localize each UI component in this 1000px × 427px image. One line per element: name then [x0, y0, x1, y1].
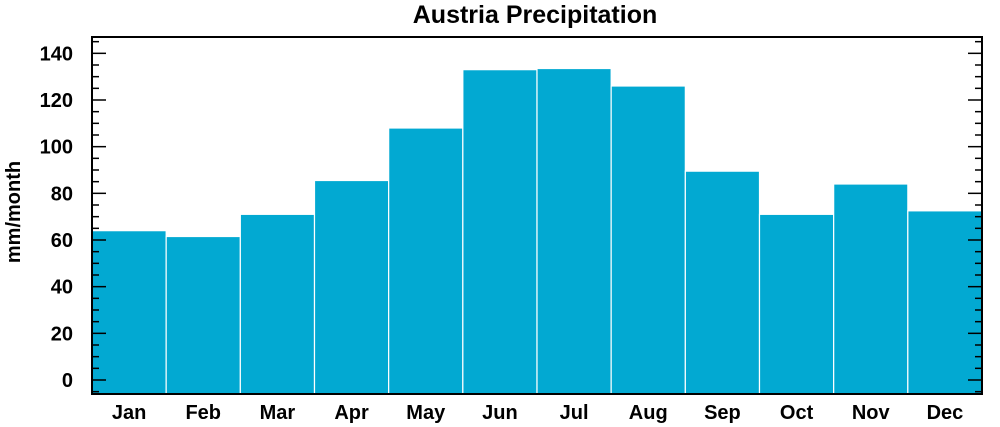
- bar-apr: [313, 179, 390, 395]
- x-tick-label: Mar: [260, 402, 296, 424]
- bar-nov: [833, 183, 909, 395]
- y-axis-label: mm/month: [3, 161, 25, 263]
- bar-jan: [91, 230, 167, 395]
- x-tick-label: May: [406, 402, 446, 424]
- y-tick-label: 120: [40, 90, 73, 112]
- bar-aug: [610, 85, 686, 395]
- x-tick-label: Jul: [560, 402, 589, 424]
- x-tick-label: Nov: [852, 402, 891, 424]
- bar-sep: [684, 170, 761, 395]
- x-tick-label: Jan: [112, 402, 146, 424]
- bar-mar: [239, 213, 316, 395]
- y-tick-label: 40: [51, 277, 73, 299]
- plot-frame: [91, 36, 983, 395]
- y-ticks-group: 0 20 40 60 80 100 120 140: [40, 40, 982, 393]
- y-tick-label: 20: [51, 323, 73, 345]
- chart-title: Austria Precipitation: [413, 1, 658, 29]
- x-tick-label: Aug: [629, 402, 668, 424]
- y-tick-label: 80: [51, 183, 73, 205]
- x-tick-labels-group: Jan Feb Mar Apr May Jun Jul Aug Sep Oct Nov Dec: [112, 402, 963, 424]
- x-tick-label: Oct: [780, 402, 814, 424]
- x-tick-label: Dec: [927, 402, 964, 424]
- x-tick-label: Sep: [704, 402, 741, 424]
- x-tick-label: Feb: [185, 402, 221, 424]
- bar-oct: [758, 213, 835, 395]
- bar-jun: [462, 69, 538, 395]
- x-tick-label: Apr: [334, 402, 369, 424]
- x-tick-label: Jun: [482, 402, 518, 424]
- y-tick-label: 0: [62, 370, 73, 392]
- bar-feb: [165, 235, 241, 395]
- bar-jul: [536, 67, 612, 395]
- bar-may: [388, 127, 464, 395]
- bar-dec: [907, 210, 983, 395]
- y-tick-label: 140: [40, 43, 73, 65]
- y-tick-label: 60: [51, 230, 73, 252]
- y-tick-label: 100: [40, 137, 73, 159]
- bars-group: [91, 67, 983, 395]
